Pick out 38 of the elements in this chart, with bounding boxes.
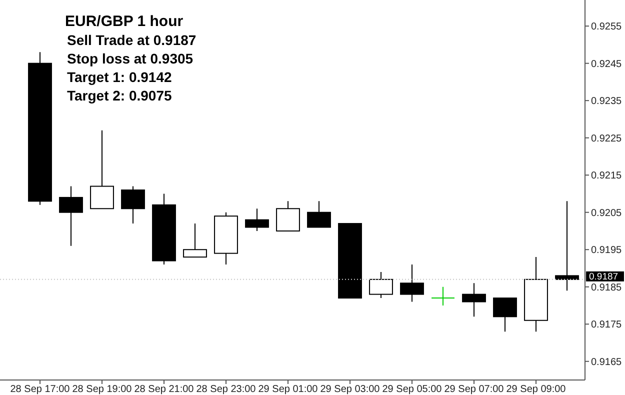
x-tick-label: 28 Sep 17:00 [10, 384, 70, 395]
x-tick-label: 28 Sep 21:00 [134, 384, 194, 395]
annotation: Stop loss at 0.9305 [67, 50, 194, 66]
candlestick [90, 130, 114, 210]
y-tick-label: 0.9255 [591, 22, 622, 33]
x-tick-label: 29 Sep 07:00 [444, 384, 504, 395]
candlestick [462, 282, 486, 318]
candlestick [121, 186, 145, 224]
x-tick-label: 29 Sep 03:00 [320, 384, 380, 395]
candlestick [369, 271, 393, 299]
ref-line-label: 0.9187 [589, 272, 618, 283]
candlestick [183, 223, 207, 258]
candlestick [493, 298, 517, 332]
y-tick-label: 0.9175 [591, 320, 622, 331]
y-tick-label: 0.9205 [591, 208, 622, 219]
x-tick-label: 29 Sep 01:00 [258, 384, 318, 395]
x-tick-label: 28 Sep 19:00 [72, 384, 132, 395]
x-tick-label: 28 Sep 23:00 [196, 384, 256, 395]
candlestick [431, 286, 455, 306]
candlestick [307, 200, 331, 228]
y-tick-label: 0.9195 [591, 245, 622, 256]
annotation: Sell Trade at 0.9187 [67, 32, 196, 48]
y-tick-label: 0.9165 [591, 356, 622, 368]
candlestick [59, 186, 83, 246]
x-tick-label: 29 Sep 09:00 [506, 384, 566, 395]
candlestick [400, 264, 424, 302]
annotation: Target 1: 0.9142 [67, 69, 172, 85]
annotation: Target 2: 0.9075 [67, 88, 172, 104]
y-tick-label: 0.9185 [591, 282, 622, 294]
candlestick [555, 200, 579, 292]
x-tick-label: 29 Sep 05:00 [382, 384, 442, 395]
candlestick [245, 208, 269, 232]
y-tick-label: 0.9245 [591, 58, 622, 70]
text: EUR/GBP 1 hour [65, 13, 184, 30]
y-tick-label: 0.9215 [591, 170, 622, 182]
y-tick-label: 0.9235 [591, 96, 622, 108]
candlestick [276, 200, 300, 232]
y-tick-label: 0.9225 [591, 133, 622, 144]
